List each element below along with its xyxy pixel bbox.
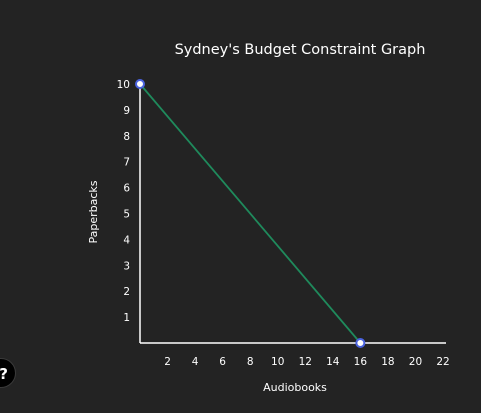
y-tick-label: 5 xyxy=(123,209,130,221)
chart-title: Sydney's Budget Constraint Graph xyxy=(175,42,426,58)
y-tick-label: 4 xyxy=(123,234,130,246)
y-axis-label: Paperbacks xyxy=(87,180,100,243)
y-tick-label: 8 xyxy=(123,131,130,143)
x-tick-label: 8 xyxy=(247,356,254,368)
x-tick-label: 18 xyxy=(381,356,394,368)
chat-bubble-icon: ? xyxy=(0,365,8,383)
x-tick-label: 12 xyxy=(299,356,312,368)
x-tick-label: 4 xyxy=(192,356,199,368)
x-tick-label: 16 xyxy=(354,356,368,368)
x-tick-label: 6 xyxy=(219,356,226,368)
y-tick-labels: 1 2 3 4 5 6 7 8 9 10 xyxy=(117,79,131,324)
series-layer xyxy=(135,79,366,348)
y-tick-label: 6 xyxy=(123,183,130,195)
budget-line xyxy=(139,83,362,344)
y-tick-label: 7 xyxy=(123,157,130,169)
x-tick-label: 14 xyxy=(326,356,340,368)
data-point xyxy=(355,338,366,348)
y-tick-label: 3 xyxy=(123,260,130,272)
x-tick-label: 22 xyxy=(436,356,449,368)
x-tick-label: 2 xyxy=(164,356,171,368)
y-tick-label: 9 xyxy=(123,105,130,117)
x-tick-label: 10 xyxy=(271,356,284,368)
data-point xyxy=(135,79,145,89)
y-tick-label: 10 xyxy=(117,79,130,91)
y-tick-label: 1 xyxy=(123,312,130,324)
x-axis-label: Audiobooks xyxy=(263,381,327,394)
y-tick-label: 2 xyxy=(123,286,130,298)
x-tick-labels: 2 4 6 8 10 12 14 16 18 20 22 xyxy=(164,356,449,368)
x-tick-label: 20 xyxy=(409,356,422,368)
